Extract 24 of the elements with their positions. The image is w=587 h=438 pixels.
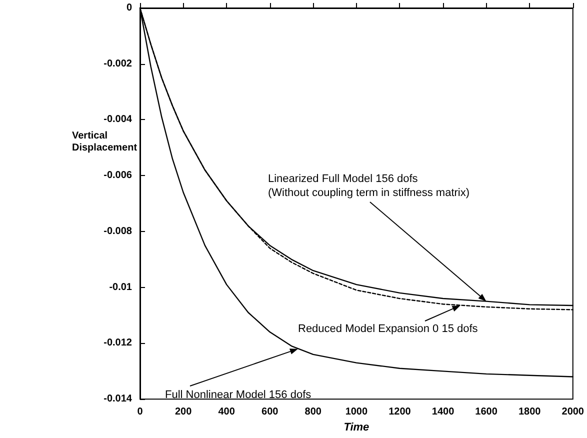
x-tick-label: 0 bbox=[137, 406, 144, 418]
y-tick-label: -0.004 bbox=[104, 114, 132, 126]
annotation: Reduced Model Expansion 0 15 dofs bbox=[298, 323, 478, 335]
annotation: Linearized Full Model 156 dofs (Without coupling term in stiffness matrix) bbox=[268, 173, 470, 199]
x-tick-label: 1400 bbox=[432, 406, 455, 418]
y-tick-label: -0.01 bbox=[109, 282, 132, 293]
y-tick-label: -0.014 bbox=[104, 394, 132, 405]
y-tick-label: -0.008 bbox=[104, 226, 132, 237]
annotation: Full Nonlinear Model 156 dofs bbox=[165, 389, 312, 401]
x-tick-label: 200 bbox=[174, 406, 192, 418]
x-tick-label: 1600 bbox=[475, 406, 498, 418]
x-tick-label: 1200 bbox=[388, 406, 412, 418]
x-tick-label: 2000 bbox=[562, 406, 584, 418]
x-axis-title: Time bbox=[344, 422, 370, 434]
y-tick-label: -0.002 bbox=[104, 58, 132, 70]
x-tick-label: 1000 bbox=[345, 406, 368, 418]
y-tick-label: -0.006 bbox=[104, 170, 132, 182]
x-tick-label: 400 bbox=[218, 406, 236, 418]
y-tick-label: 0 bbox=[126, 2, 132, 14]
x-tick-label: 600 bbox=[262, 406, 279, 418]
x-tick-label: 1800 bbox=[518, 406, 542, 418]
y-axis-title: Vertical Displacement bbox=[72, 130, 138, 154]
x-tick-label: 800 bbox=[304, 406, 322, 418]
y-tick-label: -0.012 bbox=[104, 338, 132, 349]
